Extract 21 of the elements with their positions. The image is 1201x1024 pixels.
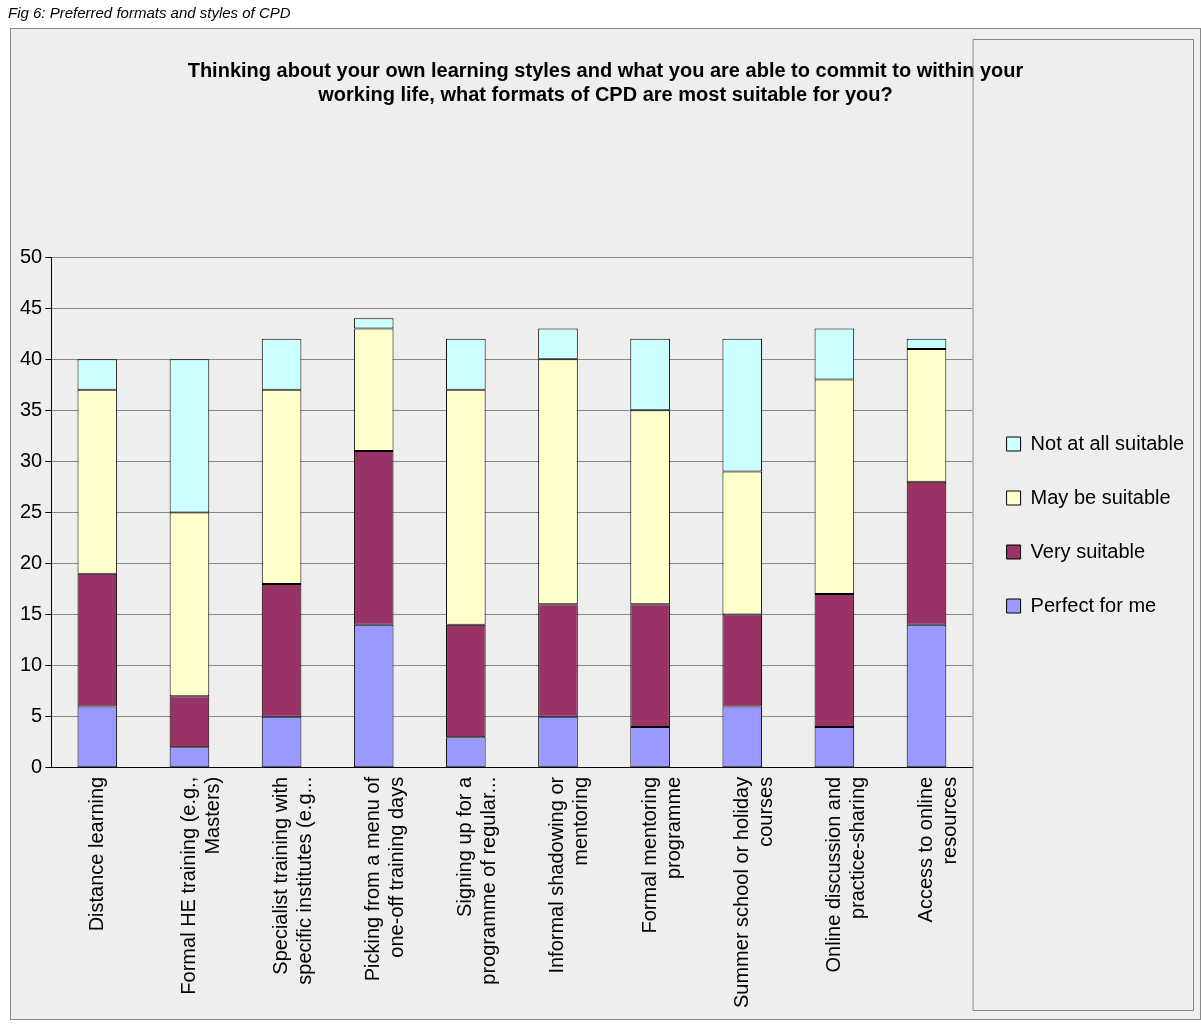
- y-tick-label: 5: [31, 704, 43, 727]
- y-tick-label: 50: [20, 244, 43, 267]
- legend-label: May be suitable: [1030, 485, 1171, 508]
- legend-label: Perfect for me: [1030, 593, 1157, 616]
- chart-title: Thinking about your own learning styles and what you are able to commit to within your working life, what formats of CPD are most suitable for you?: [187, 58, 1024, 105]
- legend-label: Not at all suitable: [1030, 431, 1184, 454]
- y-tick-label: 15: [20, 602, 43, 625]
- x-tick-label: Distance learning: [84, 776, 107, 932]
- legend-label: Very suitable: [1030, 539, 1146, 562]
- y-tick-label: 30: [20, 448, 43, 471]
- y-tick-label: 10: [20, 653, 43, 676]
- y-tick-label: 35: [20, 397, 43, 420]
- y-tick-label: 0: [31, 755, 43, 778]
- y-tick-label: 20: [20, 550, 43, 573]
- x-tick-label: Specialist training with specific institutes (e.g...: [269, 776, 316, 985]
- y-tick-label: 45: [20, 295, 43, 318]
- x-tick-label: Formal HE training (e.g., Masters): [176, 776, 223, 995]
- y-tick-label: 40: [20, 346, 43, 369]
- y-tick-label: 25: [20, 499, 43, 522]
- caption: Fig 6: Preferred formats and styles of CPD: [7, 3, 292, 23]
- x-tick-label: Signing up for a programme of regular...: [453, 775, 500, 985]
